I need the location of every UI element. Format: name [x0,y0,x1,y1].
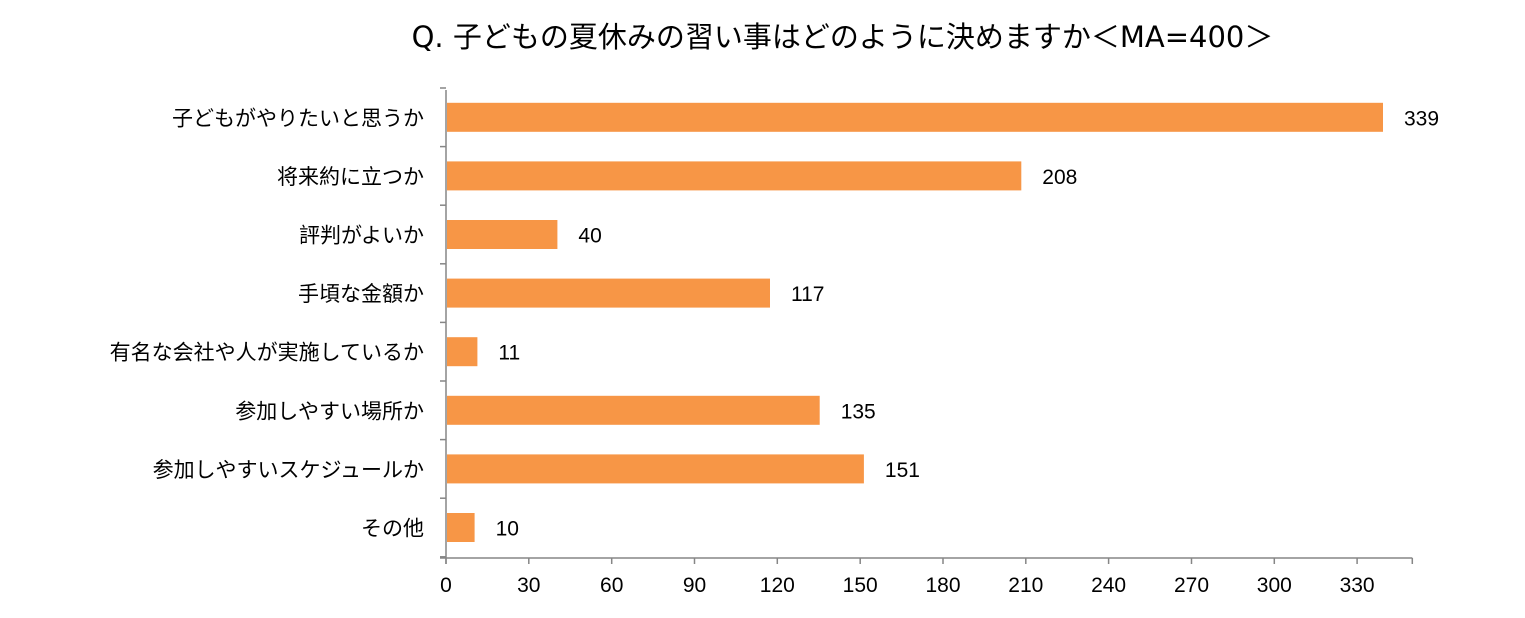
bar-6 [447,454,864,484]
bar-7 [447,513,475,542]
value-label-0: 339 [1404,107,1439,130]
x-tick-label-0: 0 [440,574,452,597]
category-label-7: その他 [361,517,424,541]
chart-title: Q. 子どもの夏休みの習い事はどのように決めますか＜MA=400＞ [411,20,1274,54]
category-label-2: 評判がよいか [299,224,424,248]
value-label-5: 135 [841,400,876,423]
category-label-6: 参加しやすいスケジュールか [153,458,424,482]
tick-labels-layer: 0 30 60 90 120 150 180 210 240 270 300 330 [440,574,1374,597]
category-label-1: 将来約に立つか [277,165,424,189]
bars-layer [447,102,1383,542]
x-tick-label-10: 300 [1257,574,1292,597]
category-labels-layer: 子どもがやりたいと思うか将来約に立つか評判がよいか手頃な金額か有名な会社や人が実… [110,106,424,540]
value-label-3: 117 [791,283,824,306]
x-tick-label-7: 210 [1008,574,1043,597]
x-tick-label-6: 180 [925,574,960,597]
bar-3 [447,278,770,308]
axes-layer [440,87,1414,564]
value-label-6: 151 [885,459,920,482]
bar-4 [447,337,478,367]
category-label-0: 子どもがやりたいと思うか [172,106,424,130]
x-tick-label-8: 240 [1091,574,1126,597]
value-labels-layer: 339 208 40 117 11 135 151 10 [496,107,1439,540]
value-label-1: 208 [1042,166,1077,189]
bar-1 [447,161,1022,191]
category-label-5: 参加しやすい場所か [235,399,424,423]
x-tick-label-3: 90 [683,574,706,597]
category-label-3: 手頃な金額か [298,282,424,306]
value-label-2: 40 [578,225,601,248]
value-label-7: 10 [496,518,519,541]
x-tick-label-2: 60 [600,574,623,597]
bar-2 [447,220,558,249]
x-tick-label-9: 270 [1174,574,1209,597]
bar-5 [447,395,820,425]
bar-0 [447,102,1383,132]
x-tick-label-11: 330 [1340,574,1375,597]
category-label-4: 有名な会社や人が実施しているか [110,341,424,365]
x-tick-label-1: 30 [517,574,540,597]
value-label-4: 11 [498,342,520,365]
x-tick-label-4: 120 [760,574,795,597]
x-tick-label-5: 150 [843,574,878,597]
